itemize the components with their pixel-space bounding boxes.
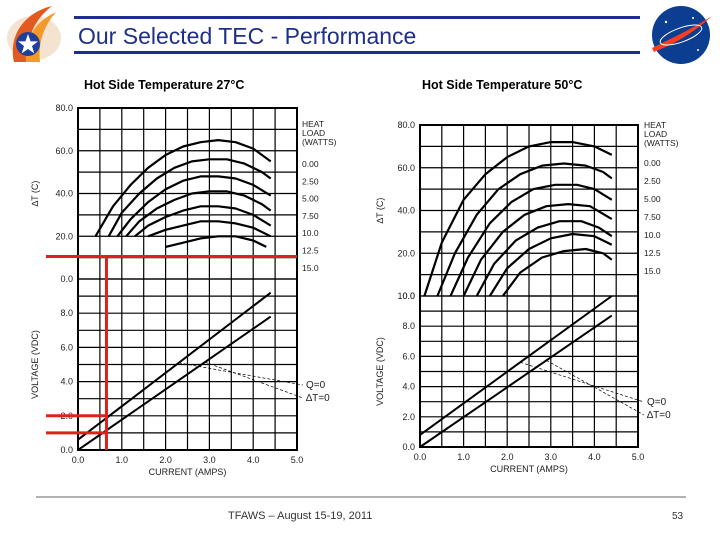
charts: Hot Side Temperature 27°C 0.0 20.0 40.0 60.0…: [30, 78, 679, 477]
heat-load-curve: [488, 232, 613, 297]
x-axis-label: CURRENT (AMPS): [149, 467, 227, 477]
leader-line: [520, 361, 645, 403]
legend-title: LOAD: [644, 129, 667, 139]
y-tick-label: 80.0: [397, 120, 415, 130]
heat-load-curve: [462, 203, 613, 297]
curve-label-q0: Q=0: [647, 397, 667, 408]
curve-label-dt0: ∆T=0: [647, 410, 671, 421]
y-tick-label: 40.0: [397, 206, 415, 216]
y-tick-label: 10.0: [397, 291, 415, 301]
chart-title: Hot Side Temperature 50°C: [422, 78, 582, 92]
upper-y-axis-label: ∆T (C): [30, 181, 40, 207]
heat-load-curve: [116, 175, 272, 237]
legend-title: HEAT: [644, 120, 666, 130]
legend-title: HEAT: [302, 119, 324, 129]
x-tick-label: 4.0: [247, 455, 260, 465]
page-number: 53: [672, 511, 684, 522]
slide-title: Our Selected TEC - Performance: [78, 23, 417, 49]
y-tick-label: 20.0: [55, 231, 73, 241]
legend-title: (WATTS): [302, 137, 337, 147]
lower-y-axis-label: VOLTAGE (VDC): [30, 330, 40, 399]
legend-item: 10.0: [302, 228, 319, 238]
y-tick-label: 40.0: [55, 189, 73, 199]
x-tick-label: 5.0: [291, 455, 304, 465]
heat-load-curve: [501, 247, 613, 297]
heat-load-curve: [449, 183, 613, 297]
x-tick-label: 0.0: [414, 452, 427, 462]
x-tick-label: 1.0: [116, 455, 129, 465]
x-tick-label: 3.0: [545, 452, 558, 462]
y-tick-label: 80.0: [55, 103, 73, 113]
x-tick-label: 0.0: [72, 455, 85, 465]
upper-y-axis-label: ∆T (C): [375, 198, 385, 224]
legend-item: 0.00: [302, 159, 319, 169]
x-tick-label: 2.0: [159, 455, 172, 465]
x-tick-label: 5.0: [632, 452, 645, 462]
plot-frame: [419, 124, 639, 448]
x-axis-label: CURRENT (AMPS): [490, 464, 568, 474]
leader-line: [546, 360, 645, 416]
legend-item: 0.00: [644, 158, 661, 168]
legend-item: 10.0: [644, 230, 661, 240]
y-tick-label: 0.0: [60, 445, 73, 455]
nasa-logo: [646, 4, 716, 66]
voltage-curve: [419, 295, 613, 436]
heat-load-curve: [94, 139, 272, 237]
y-tick-label: 20.0: [397, 248, 415, 258]
tfaws-logo: [4, 4, 70, 66]
legend-item: 2.50: [302, 176, 319, 186]
x-tick-label: 4.0: [588, 452, 601, 462]
heat-load-curve: [165, 235, 267, 248]
legend-title: LOAD: [302, 128, 325, 138]
y-tick-label: 60.0: [55, 146, 73, 156]
y-tick-label: 0.0: [60, 274, 73, 284]
legend-item: 12.5: [644, 248, 661, 258]
heat-load-curve: [423, 141, 613, 297]
chart-title: Hot Side Temperature 27°C: [84, 78, 244, 92]
y-tick-label: 8.0: [60, 308, 73, 318]
legend-item: 5.00: [644, 194, 661, 204]
heat-load-curve: [436, 162, 613, 297]
chart-2: Hot Side Temperature 50°C 0.0 20.0 40.0 60.0…: [375, 78, 679, 474]
x-tick-label: 3.0: [203, 455, 216, 465]
leader-line: [178, 362, 304, 386]
legend-item: 7.50: [302, 211, 319, 221]
curve-label-q0: Q=0: [306, 380, 326, 391]
heat-load-curve: [475, 220, 613, 297]
heat-load-curve: [134, 205, 272, 238]
voltage-curve: [77, 291, 272, 441]
x-tick-label: 1.0: [457, 452, 470, 462]
heat-load-curve: [125, 190, 272, 238]
legend-item: 5.00: [302, 194, 319, 204]
legend-item: 12.5: [302, 246, 319, 256]
y-tick-label: 6.0: [60, 342, 73, 352]
legend-item: 2.50: [644, 176, 661, 186]
heat-load-curve: [107, 158, 272, 237]
heat-load-curve: [147, 220, 272, 238]
title-band: [74, 16, 640, 54]
y-tick-label: 4.0: [60, 377, 73, 387]
y-tick-label: 6.0: [402, 351, 415, 361]
voltage-curve: [77, 315, 272, 451]
y-tick-label: 2.0: [402, 412, 415, 422]
leader-line: [204, 361, 304, 399]
chart-1: Hot Side Temperature 27°C 0.0 20.0 40.0 60.0…: [30, 78, 337, 477]
legend-item: 15.0: [302, 263, 319, 273]
curve-label-dt0: ∆T=0: [306, 393, 330, 404]
x-tick-label: 2.0: [501, 452, 514, 462]
footer-text: TFAWS – August 15-19, 2011: [228, 510, 373, 522]
lower-y-axis-label: VOLTAGE (VDC): [375, 337, 385, 406]
y-tick-label: 0.0: [402, 442, 415, 452]
plot-frame: [77, 107, 298, 451]
legend-item: 7.50: [644, 212, 661, 222]
legend-item: 15.0: [644, 266, 661, 276]
y-tick-label: 0.0: [402, 291, 415, 301]
voltage-curve: [419, 314, 613, 448]
y-tick-label: 8.0: [402, 321, 415, 331]
legend-title: (WATTS): [644, 138, 679, 148]
y-tick-label: 4.0: [402, 382, 415, 392]
y-tick-label: 60.0: [397, 163, 415, 173]
